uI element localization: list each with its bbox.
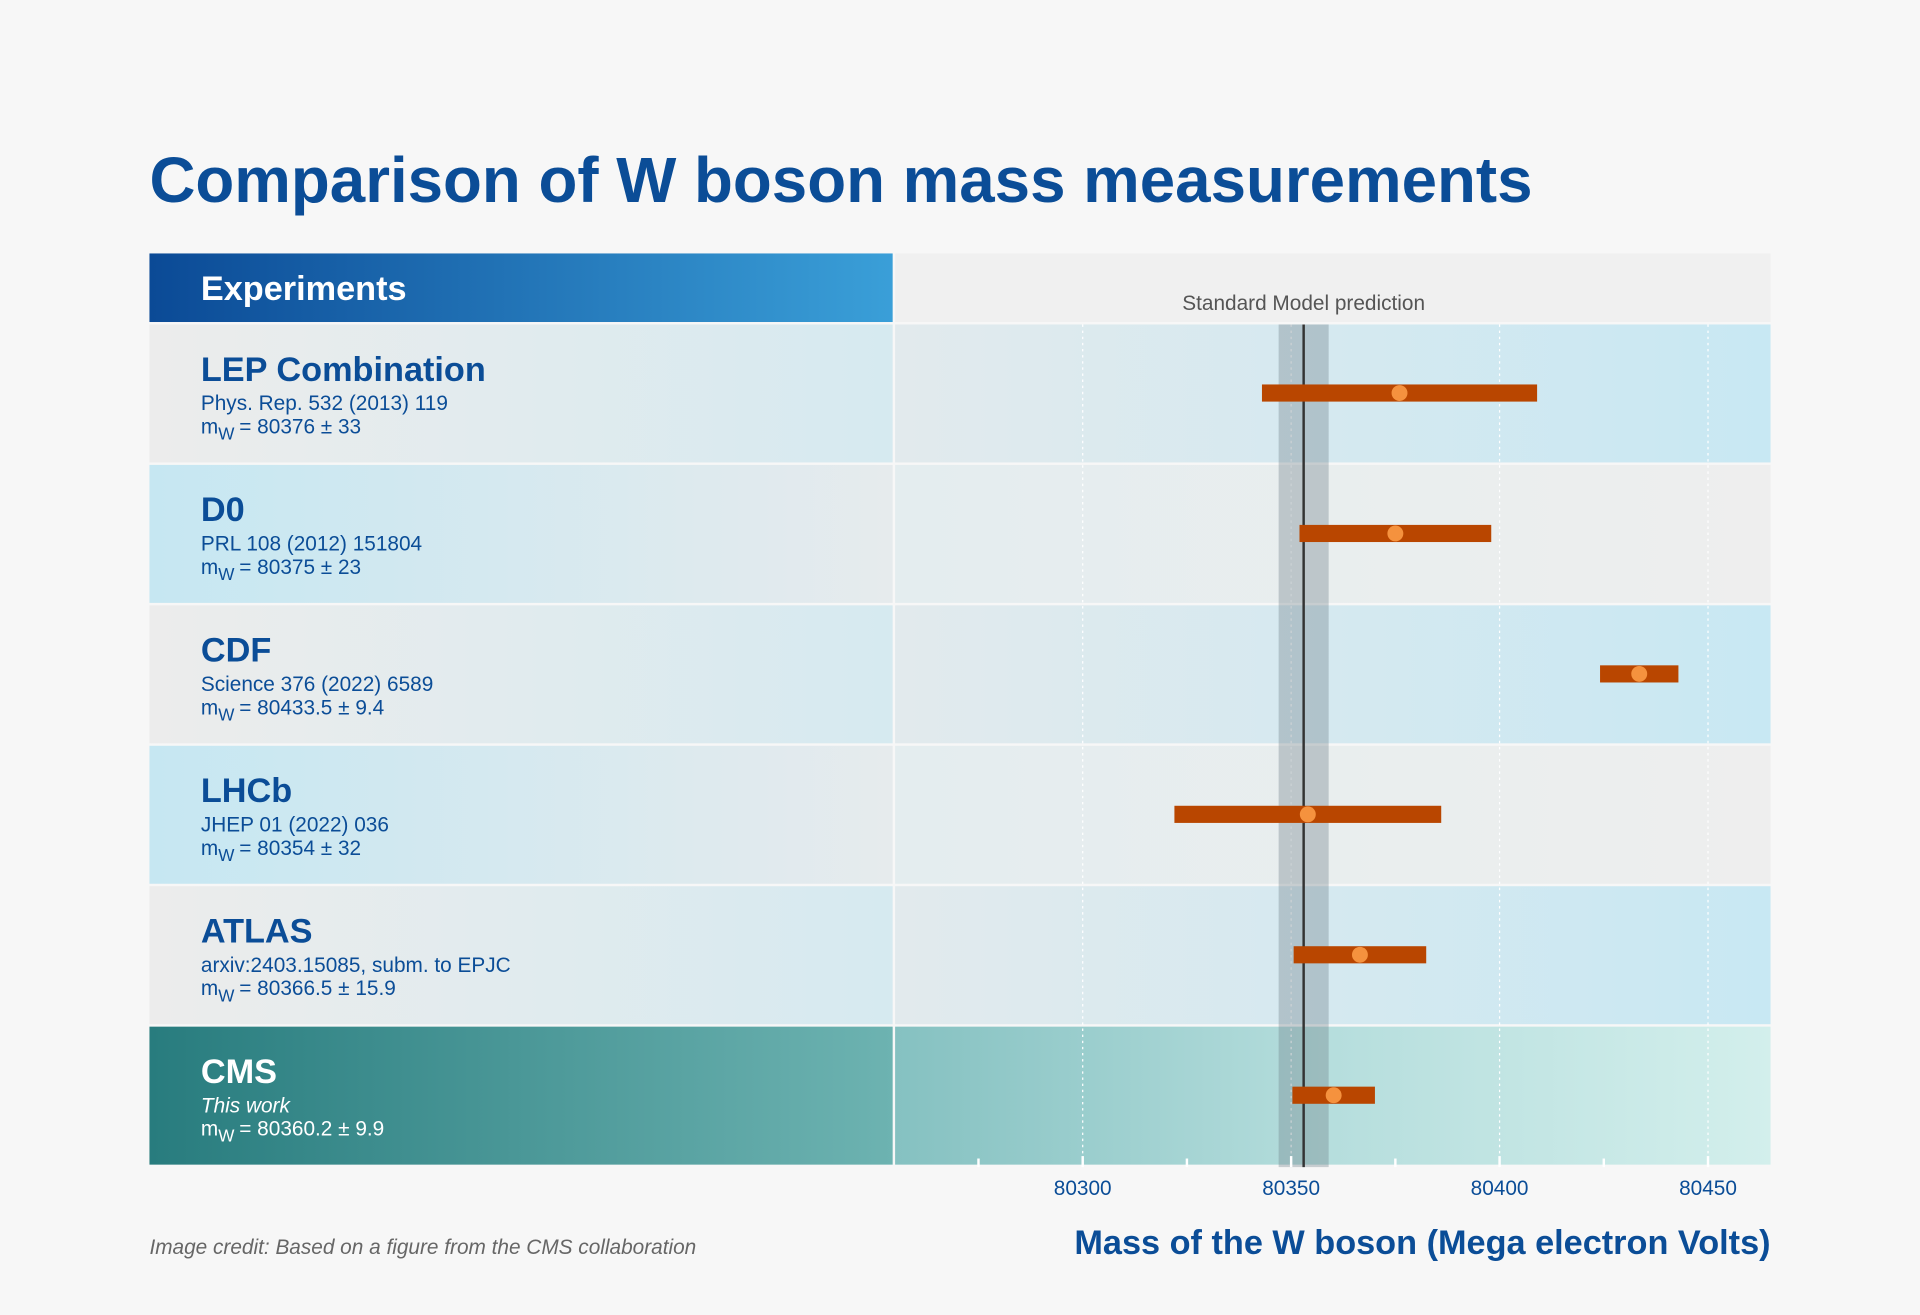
row-label-bg <box>149 886 893 1025</box>
mass-subscript: W <box>218 704 235 724</box>
mass-value-label: mW = 80375 ± 23 <box>201 556 361 584</box>
mass-symbol: m <box>201 837 218 860</box>
mass-value-label: mW = 80366.5 ± 15.9 <box>201 977 396 1005</box>
mass-value: = 80376 ± 33 <box>239 415 361 438</box>
chart-title: Comparison of W boson mass measurements <box>149 145 1532 216</box>
mass-value: = 80433.5 ± 9.4 <box>239 696 384 719</box>
reference-label: Standard Model prediction <box>1182 292 1425 315</box>
mass-symbol: m <box>201 556 218 579</box>
mass-subscript: W <box>218 564 235 584</box>
x-tick-label: 80400 <box>1471 1177 1529 1200</box>
credit: Image credit: Based on a figure from the… <box>149 1236 696 1259</box>
x-tick-label: 80300 <box>1054 1177 1112 1200</box>
central-value <box>1631 665 1648 682</box>
mass-symbol: m <box>201 1118 218 1141</box>
mass-value: = 80354 ± 32 <box>239 837 361 860</box>
mass-value: = 80366.5 ± 15.9 <box>239 977 396 1000</box>
mass-symbol: m <box>201 415 218 438</box>
row-label-bg <box>149 1026 893 1165</box>
header-label: Experiments <box>201 270 407 308</box>
experiment-name: CMS <box>201 1053 277 1091</box>
x-tick-label: 80450 <box>1679 1177 1737 1200</box>
experiment-name: LHCb <box>201 772 292 810</box>
rows: LEP Combination Phys. Rep. 532 (2013) 119… <box>149 324 1771 1165</box>
row-label-bg <box>149 605 893 744</box>
experiment-reference: Science 376 (2022) 6589 <box>201 673 433 696</box>
mass-symbol: m <box>201 696 218 719</box>
experiment-name: D0 <box>201 491 245 529</box>
central-value <box>1351 946 1368 963</box>
x-axis-title: Mass of the W boson (Mega electron Volts… <box>1074 1224 1770 1262</box>
experiment-name: CDF <box>201 632 271 670</box>
mass-subscript: W <box>218 1126 235 1146</box>
row-label-bg <box>149 464 893 603</box>
experiment-reference: PRL 108 (2012) 151804 <box>201 533 422 556</box>
experiment-name: ATLAS <box>201 913 313 951</box>
mass-value: = 80375 ± 23 <box>239 556 361 579</box>
experiment-reference: JHEP 01 (2022) 036 <box>201 813 389 836</box>
header-bar <box>149 253 893 323</box>
central-value <box>1299 806 1316 823</box>
row-label-bg <box>149 745 893 884</box>
mass-value-label: mW = 80354 ± 32 <box>201 837 361 865</box>
experiment-reference: arxiv:2403.15085, subm. to EPJC <box>201 954 511 977</box>
mass-subscript: W <box>218 845 235 865</box>
mass-subscript: W <box>218 985 235 1005</box>
plot-area: Standard Model prediction 80300 80350 80400… <box>977 292 1737 1200</box>
header-plot <box>895 253 1771 323</box>
row-label-bg <box>149 324 893 463</box>
central-value <box>1391 385 1408 401</box>
mass-value-label: mW = 80360.2 ± 9.9 <box>201 1118 384 1146</box>
mass-value-label: mW = 80433.5 ± 9.4 <box>201 696 384 724</box>
experiment-reference: Phys. Rep. 532 (2013) 119 <box>201 392 448 415</box>
experiment-reference: This work <box>201 1094 292 1117</box>
experiment-name: LEP Combination <box>201 351 486 389</box>
mass-subscript: W <box>218 424 235 444</box>
central-value <box>1387 525 1404 542</box>
x-tick-label: 80350 <box>1262 1177 1320 1200</box>
central-value <box>1325 1087 1342 1104</box>
mass-symbol: m <box>201 977 218 1000</box>
mass-value: = 80360.2 ± 9.9 <box>239 1118 384 1141</box>
mass-value-label: mW = 80376 ± 33 <box>201 415 361 443</box>
